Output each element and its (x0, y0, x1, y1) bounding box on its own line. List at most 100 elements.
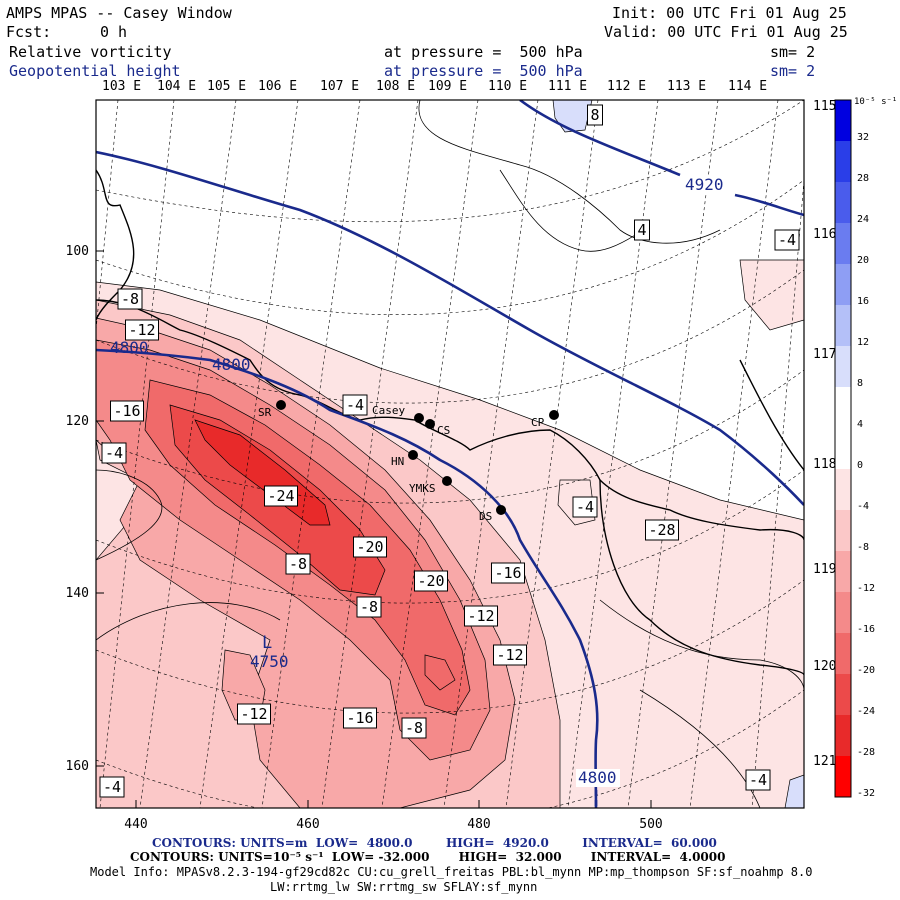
colorbar-swatch (835, 264, 851, 305)
station-label: DS (479, 510, 492, 523)
height-label: 4800 (212, 355, 251, 374)
colorbar-swatch (835, 510, 851, 551)
vort-label: -16 (346, 709, 373, 727)
colorbar-level-label: -4 (857, 501, 869, 512)
station-dot (496, 505, 506, 515)
field1-smoothing: sm= 2 (770, 43, 816, 61)
colorbar: 32 28 24 20 16 12 8 4 0 -4 -8 -12 -16 -20 -24 -28 -32 (834, 99, 875, 799)
vorticity-contours (96, 100, 804, 808)
contour-4920-north (519, 100, 681, 177)
height-label: 4750 (250, 652, 289, 671)
station-label: SR (258, 406, 272, 419)
station-label: HN (391, 455, 404, 468)
vort-label: -16 (494, 564, 521, 582)
colorbar-swatch (835, 100, 851, 141)
x-tick-label: 480 (467, 817, 490, 832)
x-tick-label: 460 (296, 817, 319, 832)
vort-label: -4 (346, 396, 364, 414)
x-axis-ticks: 440 460 480 500 (124, 800, 663, 832)
station-dot (425, 419, 435, 429)
vort-label-box (645, 519, 679, 541)
coastline (96, 169, 804, 676)
colorbar-swatch (835, 592, 851, 633)
colorbar-level-label: -8 (857, 542, 869, 553)
vort-label: -12 (128, 321, 155, 339)
vort-label: -4 (749, 771, 767, 789)
graticule (96, 100, 804, 808)
colorbar-level-label: -12 (857, 583, 875, 594)
top-lon-label: 110 E (488, 79, 527, 94)
vort-label: -8 (360, 598, 378, 616)
colorbar-swatch (835, 141, 851, 182)
vort-label-box (264, 485, 298, 507)
colorbar-swatch (835, 469, 851, 510)
colorbar-level-label: 0 (857, 460, 863, 471)
station-dot (442, 476, 452, 486)
top-lon-label: 112 E (607, 79, 646, 94)
vort-label-box (237, 703, 271, 725)
vort-label-box (343, 707, 377, 729)
colorbar-swatch (835, 305, 851, 346)
x-tick-label: 500 (639, 817, 662, 832)
footer-model-info-2: LW:rrtmg_lw SW:rrtmg_sw SFLAY:sf_mynn (270, 880, 538, 894)
vort-label: -12 (496, 646, 523, 664)
vort-label-box (117, 288, 143, 310)
contour-4860 (96, 150, 804, 506)
colorbar-level-label: 16 (857, 296, 869, 307)
colorbar-swatch (835, 756, 851, 797)
colorbar-level-label: 8 (857, 378, 863, 389)
vort-label: -4 (778, 231, 796, 249)
vort-label: -24 (267, 487, 294, 505)
vort-label-box (110, 400, 144, 422)
vort-label-box (634, 219, 650, 241)
vort-label-box (587, 104, 603, 126)
y-tick-label: 100 (66, 244, 89, 259)
colorbar-swatch (835, 346, 851, 387)
plot-frame (95, 99, 805, 809)
vort-label: -4 (105, 444, 123, 462)
vort-label-box (414, 570, 448, 592)
y-tick-label: 140 (66, 586, 89, 601)
y-tick-label: 120 (66, 414, 89, 429)
field1-level: at pressure = 500 hPa (384, 43, 583, 61)
vort-label: -16 (113, 402, 140, 420)
footer-height-contours: CONTOURS: UNITS=m LOW= 4800.0 HIGH= 4920… (152, 836, 717, 850)
colorbar-level-label: 20 (857, 255, 869, 266)
station-markers: SR Casey CS HN YMKS DS CP (258, 400, 559, 523)
x-tick-label: 440 (124, 817, 147, 832)
vort-label-box (285, 553, 311, 575)
colorbar-swatch (835, 551, 851, 592)
station-label: Casey (372, 404, 405, 417)
top-lon-label: 106 E (258, 79, 297, 94)
footer-model-info: Model Info: MPASv8.2.3-194-gf29cd82c CU:… (90, 865, 813, 879)
vort-label: -8 (289, 555, 307, 573)
height-contours (96, 100, 804, 808)
contour-4920-east (734, 193, 804, 217)
height-label: 4800 (110, 338, 149, 357)
vort-label: -8 (405, 719, 423, 737)
station-dot (549, 410, 559, 420)
top-longitude-labels: 103 E 104 E 105 E 106 E 107 E 108 E 109 E 110 E… (102, 79, 767, 94)
field2-name: Geopotential height (9, 62, 181, 80)
vort-label-box (493, 644, 527, 666)
vort-label-box (342, 394, 368, 416)
plot-area (96, 100, 804, 808)
vort-label-box (745, 769, 771, 791)
height-label: 4920 (685, 175, 724, 194)
top-lon-label: 113 E (667, 79, 706, 94)
height-label-bg (576, 769, 620, 787)
y-axis-ticks: 100 120 140 160 (66, 244, 104, 774)
colorbar-swatch (835, 387, 851, 428)
colorbar-swatch (835, 715, 851, 756)
colorbar-level-label: -16 (857, 624, 875, 635)
vort-label: -4 (576, 498, 594, 516)
shade-minus-4-ne (739, 259, 804, 331)
field1-name: Relative vorticity (9, 43, 172, 61)
top-lon-label: 107 E (320, 79, 359, 94)
low-pressure-marker: L (262, 633, 272, 653)
station-label: CP (531, 416, 545, 429)
vort-label-box (101, 442, 127, 464)
station-label: YMKS (409, 482, 436, 495)
colorbar-swatch (835, 182, 851, 223)
vorticity-contour-labels: 8 4 -4 -4 -8 -12 -16 -4 -4 -28 -24 -20 -20 -8 -8 -16 -12… (99, 104, 800, 798)
